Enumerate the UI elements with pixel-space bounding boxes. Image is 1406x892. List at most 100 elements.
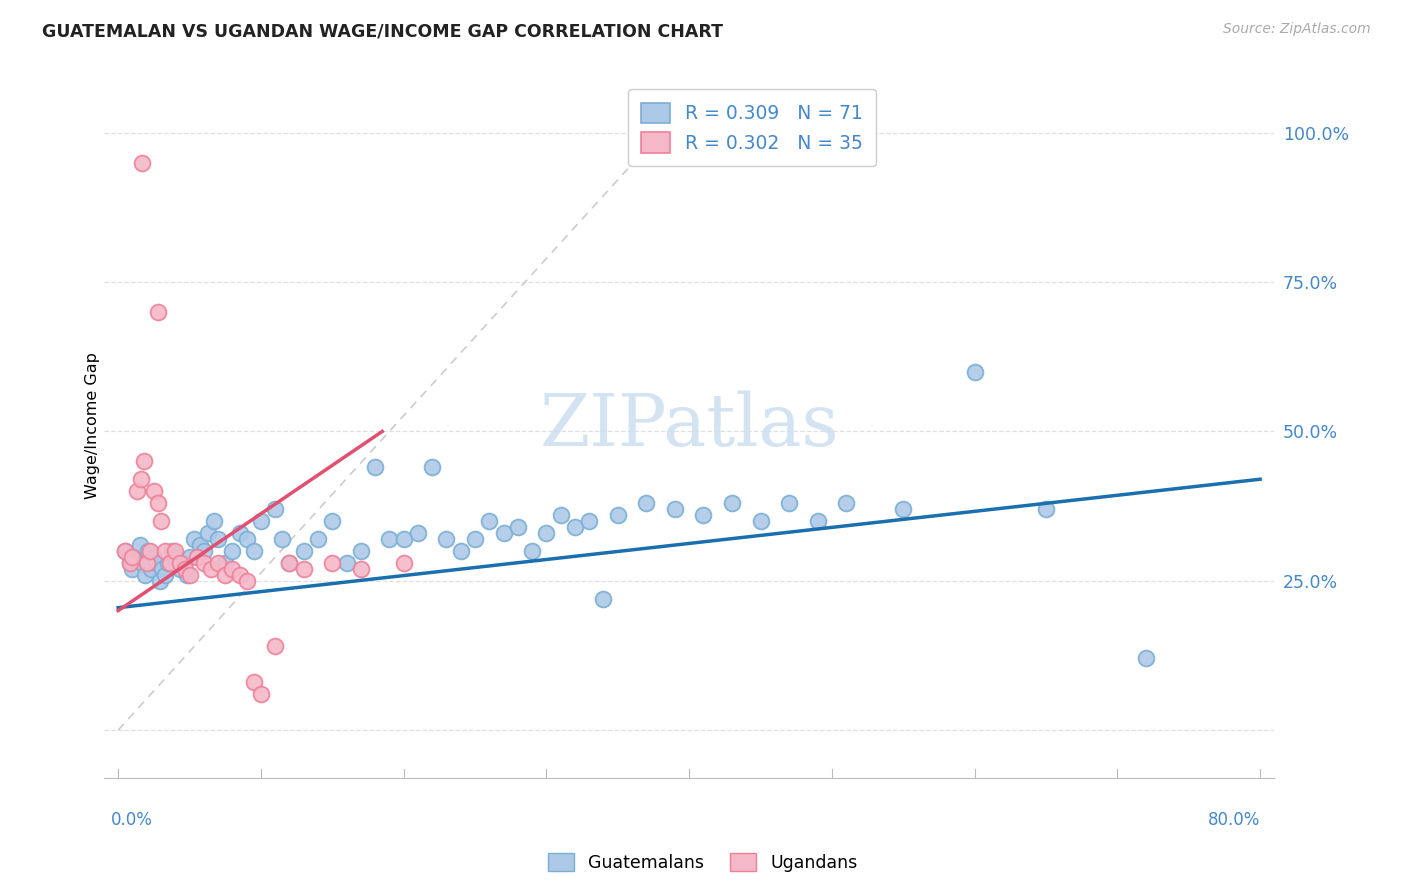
Point <box>114 544 136 558</box>
Point <box>664 502 686 516</box>
Point <box>392 532 415 546</box>
Point <box>142 484 165 499</box>
Point <box>179 549 201 564</box>
Point <box>578 514 600 528</box>
Point <box>207 556 229 570</box>
Point <box>221 544 243 558</box>
Point <box>152 562 174 576</box>
Point <box>807 514 830 528</box>
Point <box>179 567 201 582</box>
Point <box>692 508 714 522</box>
Point <box>146 305 169 319</box>
Point <box>335 556 357 570</box>
Point <box>243 675 266 690</box>
Point <box>129 472 152 486</box>
Point <box>155 567 177 582</box>
Text: 0.0%: 0.0% <box>111 811 153 829</box>
Point <box>148 574 170 588</box>
Point <box>132 454 155 468</box>
Legend: Guatemalans, Ugandans: Guatemalans, Ugandans <box>541 847 865 879</box>
Point <box>157 556 180 570</box>
Point <box>891 502 914 516</box>
Point <box>307 532 329 546</box>
Point <box>228 567 250 582</box>
Point <box>378 532 401 546</box>
Point <box>478 514 501 528</box>
Text: Source: ZipAtlas.com: Source: ZipAtlas.com <box>1223 22 1371 37</box>
Point <box>145 556 167 570</box>
Point <box>321 556 343 570</box>
Point <box>228 526 250 541</box>
Point <box>150 514 173 528</box>
Point <box>606 508 628 522</box>
Point <box>183 532 205 546</box>
Point <box>134 567 156 582</box>
Point <box>146 496 169 510</box>
Point <box>193 556 215 570</box>
Point <box>169 556 191 570</box>
Point <box>131 556 153 570</box>
Point <box>721 496 744 510</box>
Point <box>264 640 287 654</box>
Point <box>214 567 236 582</box>
Point <box>250 514 273 528</box>
Point <box>592 591 614 606</box>
Point <box>193 544 215 558</box>
Point <box>420 460 443 475</box>
Point <box>450 544 472 558</box>
Point <box>169 562 191 576</box>
Point <box>292 562 315 576</box>
Point <box>550 508 572 522</box>
Point <box>200 562 222 576</box>
Point <box>278 556 301 570</box>
Point <box>114 544 136 558</box>
Point <box>235 532 257 546</box>
Point <box>749 514 772 528</box>
Point <box>207 532 229 546</box>
Point <box>135 556 157 570</box>
Point <box>131 155 153 169</box>
Point <box>243 544 266 558</box>
Point <box>636 496 658 510</box>
Point <box>136 544 159 558</box>
Point <box>963 365 986 379</box>
Legend: R = 0.309   N = 71, R = 0.302   N = 35: R = 0.309 N = 71, R = 0.302 N = 35 <box>628 89 876 166</box>
Point <box>202 514 225 528</box>
Point <box>138 544 160 558</box>
Point <box>124 549 146 564</box>
Point <box>176 567 198 582</box>
Point <box>118 556 141 570</box>
Point <box>188 538 211 552</box>
Text: GUATEMALAN VS UGANDAN WAGE/INCOME GAP CORRELATION CHART: GUATEMALAN VS UGANDAN WAGE/INCOME GAP CO… <box>42 22 723 40</box>
Point <box>778 496 800 510</box>
Point <box>121 562 143 576</box>
Point <box>520 544 543 558</box>
Point <box>142 549 165 564</box>
Point <box>536 526 558 541</box>
Point <box>159 556 181 570</box>
Point <box>406 526 429 541</box>
Point <box>264 502 287 516</box>
Point <box>139 562 162 576</box>
Point <box>162 544 184 558</box>
Point <box>1135 651 1157 665</box>
Point <box>118 556 141 570</box>
Point <box>292 544 315 558</box>
Point <box>271 532 294 546</box>
Point <box>174 562 197 576</box>
Point <box>392 556 415 570</box>
Point <box>121 549 143 564</box>
Point <box>321 514 343 528</box>
Text: ZIPatlas: ZIPatlas <box>540 390 839 461</box>
Point <box>492 526 515 541</box>
Point <box>1035 502 1057 516</box>
Point <box>221 562 243 576</box>
Point <box>350 544 373 558</box>
Point <box>564 520 586 534</box>
Point <box>350 562 373 576</box>
Point <box>250 687 273 701</box>
Point <box>197 526 219 541</box>
Point <box>835 496 858 510</box>
Point <box>364 460 387 475</box>
Point <box>464 532 486 546</box>
